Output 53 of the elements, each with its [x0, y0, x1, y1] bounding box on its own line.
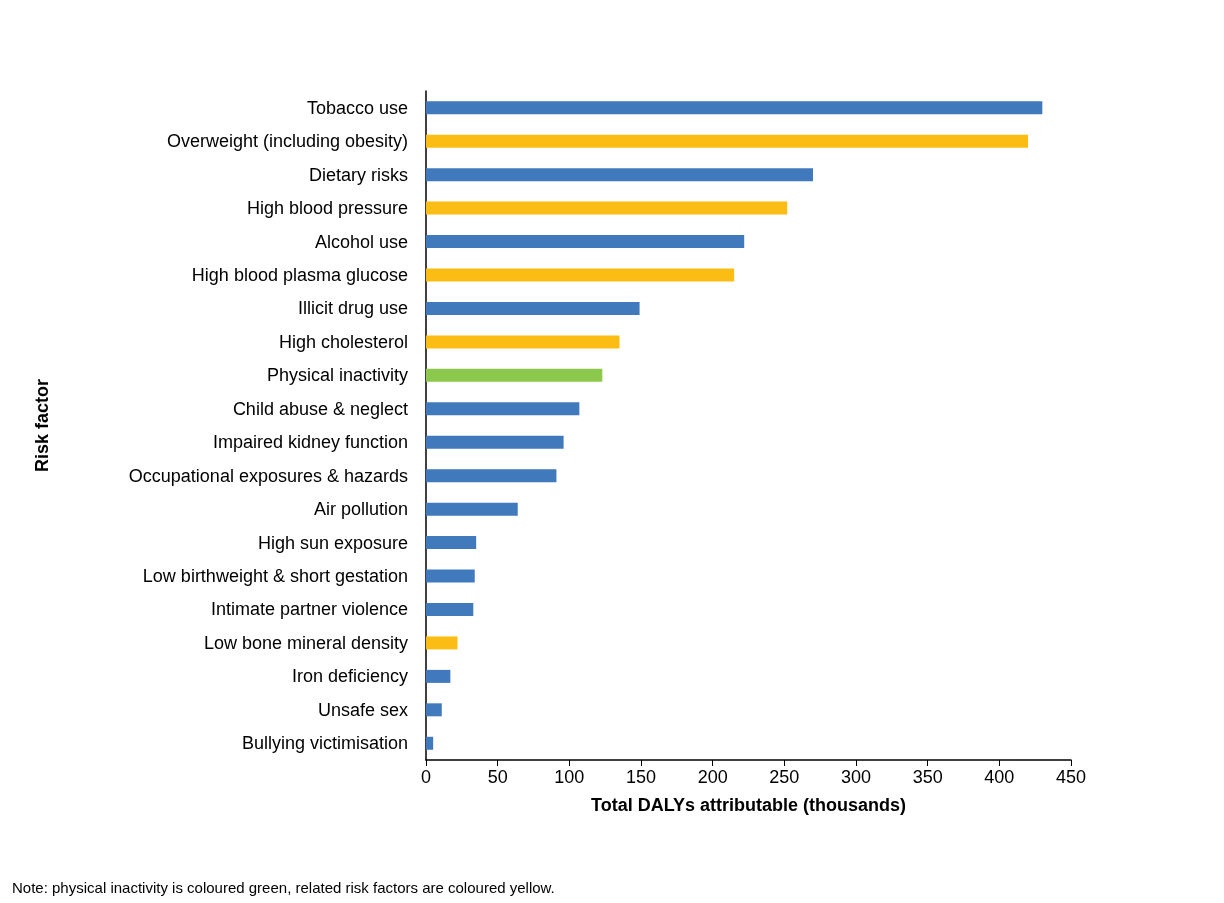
- bar: [426, 703, 442, 717]
- y-tick-label: Air pollution: [313, 499, 408, 520]
- bar: [426, 134, 1028, 148]
- x-tick-label: 200: [697, 767, 728, 787]
- bar: [426, 736, 434, 750]
- bar: [426, 636, 458, 650]
- bar: [426, 435, 564, 449]
- bar: [426, 569, 475, 583]
- y-tick-label: Dietary risks: [308, 164, 408, 185]
- x-tick-label: 50: [487, 767, 508, 787]
- y-tick-label: High blood plasma glucose: [191, 264, 408, 285]
- x-tick-label: 150: [625, 767, 657, 787]
- bar: [426, 368, 603, 382]
- x-tick-label: 400: [984, 767, 1015, 787]
- y-tick-label: High cholesterol: [278, 331, 408, 352]
- x-tick-label: 100: [554, 767, 585, 787]
- y-tick-label: Physical inactivity: [266, 365, 408, 386]
- y-tick-label: Low birthweight & short gestation: [142, 566, 408, 587]
- y-tick-label: Child abuse & neglect: [232, 398, 408, 419]
- y-tick-label: High blood pressure: [246, 198, 408, 219]
- y-tick-label: Low bone mineral density: [203, 632, 408, 653]
- bar: [426, 301, 640, 315]
- bar: [426, 469, 557, 483]
- text: Note: physical inactivity is coloured green, related risk factors are coloured yellow.: [12, 879, 555, 896]
- bar: [426, 536, 477, 550]
- bar: [426, 602, 474, 616]
- y-axis-title: Risk factor: [32, 378, 52, 473]
- x-tick-label: 350: [912, 767, 943, 787]
- bar: [426, 669, 451, 683]
- y-tick-label: Occupational exposures & hazards: [128, 465, 408, 486]
- y-tick-label: Tobacco use: [306, 97, 408, 118]
- x-tick-label: 300: [840, 767, 872, 787]
- x-tick-label: 450: [1055, 767, 1087, 787]
- y-tick-label: Bullying victimisation: [241, 733, 408, 754]
- y-tick-label: Unsafe sex: [317, 699, 408, 720]
- y-tick-label: Intimate partner violence: [210, 599, 408, 620]
- bar: [426, 201, 788, 215]
- y-tick-label: Iron deficiency: [291, 666, 408, 687]
- y-tick-label: Overweight (including obesity): [166, 131, 408, 152]
- x-tick-label: 0: [420, 767, 432, 787]
- bar: [426, 335, 620, 349]
- bar: [426, 402, 580, 416]
- bar: [426, 268, 735, 282]
- bar: [426, 502, 518, 516]
- y-tick-label: Alcohol use: [314, 231, 408, 252]
- bar: [426, 101, 1043, 115]
- y-tick-label: Impaired kidney function: [212, 432, 408, 453]
- y-tick-label: Illicit drug use: [297, 298, 408, 319]
- y-tick-label: High sun exposure: [257, 532, 408, 553]
- x-axis-title: Total DALYs attributable (thousands): [590, 795, 907, 815]
- bar: [426, 168, 813, 182]
- bar: [426, 235, 745, 249]
- x-tick-label: 250: [769, 767, 800, 787]
